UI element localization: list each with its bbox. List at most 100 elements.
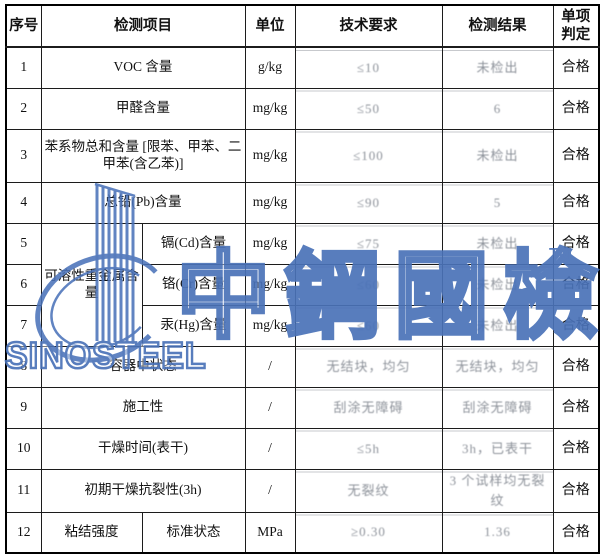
cell-unit: mg/kg bbox=[244, 222, 296, 265]
cell-item-right: 标准状态 bbox=[141, 511, 246, 554]
cell-result: 1.36 bbox=[441, 511, 554, 554]
cell-judgment: 合格 bbox=[552, 181, 600, 224]
table-row: 2 甲醛含量 mg/kg ≤50 6 合格 bbox=[5, 87, 600, 130]
result-value: 6 bbox=[493, 100, 502, 116]
cell-serial: 12 bbox=[5, 511, 42, 554]
cell-unit: mg/kg bbox=[244, 87, 296, 130]
result-value: 未检出 bbox=[476, 59, 519, 75]
cell-unit: / bbox=[244, 468, 296, 513]
cell-judgment: 合格 bbox=[552, 386, 600, 429]
cell-item: 镉(Cd)含量 bbox=[141, 222, 246, 265]
cell-judgment: 合格 bbox=[552, 87, 600, 130]
table-row: 3 苯系物总和含量 [限苯、甲苯、二甲苯(含乙苯)] mg/kg ≤100 未检… bbox=[5, 128, 600, 183]
table-row: 1 VOC 含量 g/kg ≤10 未检出 合格 bbox=[5, 46, 600, 89]
table-row: 5 可溶性重金属含量 镉(Cd)含量 mg/kg ≤75 未检出 合格 bbox=[5, 222, 600, 347]
cell-result: 未检出 bbox=[441, 304, 554, 347]
cell-item: 施工性 bbox=[40, 386, 246, 429]
cell-judgment: 合格 bbox=[552, 511, 600, 554]
cell-item: 铬(Cr)含量 bbox=[141, 263, 246, 306]
result-value: 刮涂无障碍 bbox=[462, 399, 533, 415]
requirement-value: 无结块，均匀 bbox=[326, 358, 411, 374]
result-value: 无结块，均匀 bbox=[455, 358, 540, 374]
requirement-value: ≤60 bbox=[356, 276, 381, 292]
cell-judgment: 合格 bbox=[552, 222, 600, 265]
requirement-value: ≤75 bbox=[356, 235, 381, 251]
cell-serial: 7 bbox=[5, 304, 42, 347]
cell-item-group: 可溶性重金属含量 bbox=[40, 222, 143, 347]
cell-result: 刮涂无障碍 bbox=[441, 386, 554, 429]
cell-requirement: 刮涂无障碍 bbox=[294, 386, 443, 429]
cell-result: 未检出 bbox=[441, 128, 554, 183]
cell-unit: / bbox=[244, 345, 296, 388]
result-value: 未检出 bbox=[476, 317, 519, 333]
cell-item: VOC 含量 bbox=[40, 46, 246, 89]
cell-result: 3h，已表干 bbox=[441, 427, 554, 470]
requirement-value: ≤50 bbox=[356, 100, 381, 116]
cell-judgment: 合格 bbox=[552, 427, 600, 470]
cell-judgment: 合格 bbox=[552, 263, 600, 306]
cell-item: 甲醛含量 bbox=[40, 87, 246, 130]
cell-result: 5 bbox=[441, 181, 554, 224]
requirement-value: ≥0.30 bbox=[351, 524, 386, 540]
result-value: 未检出 bbox=[476, 147, 519, 163]
requirement-value: 刮涂无障碍 bbox=[333, 399, 404, 415]
header-item: 检测项目 bbox=[40, 4, 246, 48]
table-row: 6 铬(Cr)含量 mg/kg ≤60 未检出 合格 bbox=[5, 263, 600, 306]
cell-requirement: ≥0.30 bbox=[294, 511, 443, 554]
requirement-value: 无裂纹 bbox=[347, 482, 390, 498]
table-row: 9 施工性 / 刮涂无障碍 刮涂无障碍 合格 bbox=[5, 386, 600, 429]
cell-requirement: ≤75 bbox=[294, 222, 443, 265]
result-value: 5 bbox=[493, 194, 502, 210]
header-serial: 序号 bbox=[5, 4, 42, 48]
cell-requirement: ≤50 bbox=[294, 87, 443, 130]
cell-result: 6 bbox=[441, 87, 554, 130]
inspection-results-table: 序号 检测项目 单位 技术要求 检测结果 单项判定 1 VOC 含量 g/kg … bbox=[5, 4, 600, 554]
cell-serial: 3 bbox=[5, 128, 42, 183]
cell-requirement: ≤5h bbox=[294, 427, 443, 470]
cell-item: 容器中状态 bbox=[40, 345, 246, 388]
cell-unit: g/kg bbox=[244, 46, 296, 89]
requirement-value: ≤10 bbox=[356, 59, 381, 75]
cell-unit: mg/kg bbox=[244, 181, 296, 224]
cell-result: 无结块，均匀 bbox=[441, 345, 554, 388]
cell-requirement: ≤100 bbox=[294, 128, 443, 183]
cell-judgment: 合格 bbox=[552, 304, 600, 347]
cell-judgment: 合格 bbox=[552, 46, 600, 89]
cell-requirement: ≤60 bbox=[294, 304, 443, 347]
cell-result: 未检出 bbox=[441, 263, 554, 306]
cell-result: 未检出 bbox=[441, 222, 554, 265]
cell-item: 总铅(Pb)含量 bbox=[40, 181, 246, 224]
cell-judgment: 合格 bbox=[552, 128, 600, 183]
cell-serial: 9 bbox=[5, 386, 42, 429]
requirement-value: ≤5h bbox=[356, 440, 381, 456]
cell-item: 汞(Hg)含量 bbox=[141, 304, 246, 347]
cell-unit: mg/kg bbox=[244, 304, 296, 347]
table-row: 4 总铅(Pb)含量 mg/kg ≤90 5 合格 bbox=[5, 181, 600, 224]
cell-requirement: 无裂纹 bbox=[294, 468, 443, 513]
table-row: 8 容器中状态 / 无结块，均匀 无结块，均匀 合格 bbox=[5, 345, 600, 388]
cell-unit: MPa bbox=[244, 511, 296, 554]
cell-serial: 1 bbox=[5, 46, 42, 89]
cell-serial: 5 bbox=[5, 222, 42, 265]
cell-item: 初期干燥抗裂性(3h) bbox=[40, 468, 246, 513]
cell-unit: / bbox=[244, 386, 296, 429]
table-row: 10 干燥时间(表干) / ≤5h 3h，已表干 合格 bbox=[5, 427, 600, 470]
result-value: 未检出 bbox=[476, 276, 519, 292]
cell-serial: 11 bbox=[5, 468, 42, 513]
cell-unit: mg/kg bbox=[244, 128, 296, 183]
cell-serial: 2 bbox=[5, 87, 42, 130]
cell-judgment: 合格 bbox=[552, 345, 600, 388]
requirement-value: ≤100 bbox=[353, 147, 384, 163]
cell-serial: 6 bbox=[5, 263, 42, 306]
table-row: 11 初期干燥抗裂性(3h) / 无裂纹 3 个试样均无裂纹 合格 bbox=[5, 468, 600, 513]
header-judgment: 单项判定 bbox=[552, 4, 600, 48]
cell-serial: 4 bbox=[5, 181, 42, 224]
header-unit: 单位 bbox=[244, 4, 296, 48]
cell-unit: mg/kg bbox=[244, 263, 296, 306]
cell-result: 3 个试样均无裂纹 bbox=[441, 468, 554, 513]
requirement-value: ≤60 bbox=[356, 317, 381, 333]
requirement-value: ≤90 bbox=[356, 194, 381, 210]
cell-judgment: 合格 bbox=[552, 468, 600, 513]
result-value: 未检出 bbox=[476, 235, 519, 251]
